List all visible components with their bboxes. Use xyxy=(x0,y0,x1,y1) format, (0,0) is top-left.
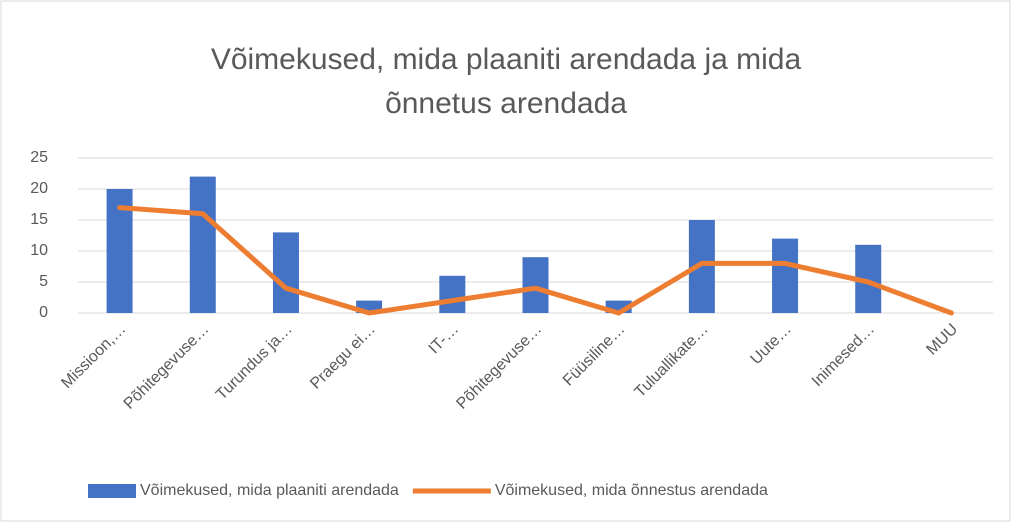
legend-label: Võimekused, mida õnnestus arendada xyxy=(495,482,768,499)
bar xyxy=(189,176,216,313)
y-tick-label: 20 xyxy=(30,180,48,197)
y-tick-label: 25 xyxy=(30,149,48,166)
bar xyxy=(272,232,299,313)
chart-title: Võimekused, mida plaaniti arendada ja mi… xyxy=(210,43,802,120)
y-tick-label: 0 xyxy=(39,304,48,321)
bar xyxy=(772,238,799,313)
y-tick-label: 5 xyxy=(39,273,48,290)
y-tick-label: 10 xyxy=(30,242,48,259)
y-tick-label: 15 xyxy=(30,211,48,228)
bar xyxy=(439,275,466,313)
bar xyxy=(522,257,549,313)
legend-label: Võimekused, mida plaaniti arendada xyxy=(140,482,399,499)
legend-swatch xyxy=(88,484,136,498)
line xyxy=(117,205,954,316)
